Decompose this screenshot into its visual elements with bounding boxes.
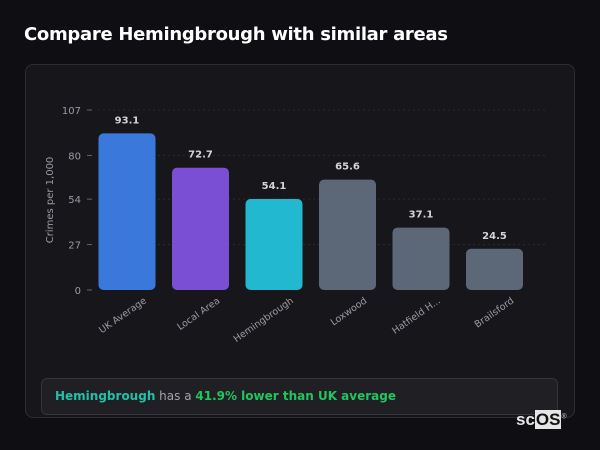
summary-area-name: Hemingbrough [55,389,156,403]
y-tick-label: 27 [68,241,81,252]
y-tick-label: 107 [62,106,81,117]
logo-mark: ® [561,413,567,421]
y-axis-label: Crimes per 1,000 [45,157,56,244]
y-tick-label: 54 [68,195,81,206]
data-label: 93.1 [115,115,140,126]
bar-hatfield-h- [392,227,450,290]
y-tick-label: 0 [75,286,81,297]
summary-box: Hemingbrough has a 41.9% lower than UK a… [41,378,558,415]
summary-difference: 41.9% lower than UK average [195,389,396,403]
data-label: 37.1 [409,210,434,221]
data-label: 65.6 [335,162,360,173]
data-label: 24.5 [482,231,507,242]
scos-logo: scOS® [516,410,567,430]
y-tick-label: 80 [68,151,81,162]
logo-text-a: sc [516,410,535,429]
data-label: 72.7 [188,150,213,161]
bar-brailsford [466,248,523,290]
bar-hemingbrough [245,198,303,290]
x-tick-label: Brailsford [473,295,517,330]
data-label: 54.1 [262,181,287,192]
x-tick-label: Local Area [175,295,222,332]
summary-text: has a [155,389,196,403]
bar-local-area [172,167,229,290]
x-tick-label: Hemingbrough [232,295,296,344]
bar-uk-average [98,133,156,290]
x-tick-label: UK Average [97,295,149,336]
bar-loxwood [319,179,376,290]
x-tick-label: Loxwood [329,295,369,328]
page-title: Compare Hemingbrough with similar areas [24,24,448,45]
logo-text-b: OS [534,410,562,429]
x-tick-label: Hatfield H... [390,295,442,336]
